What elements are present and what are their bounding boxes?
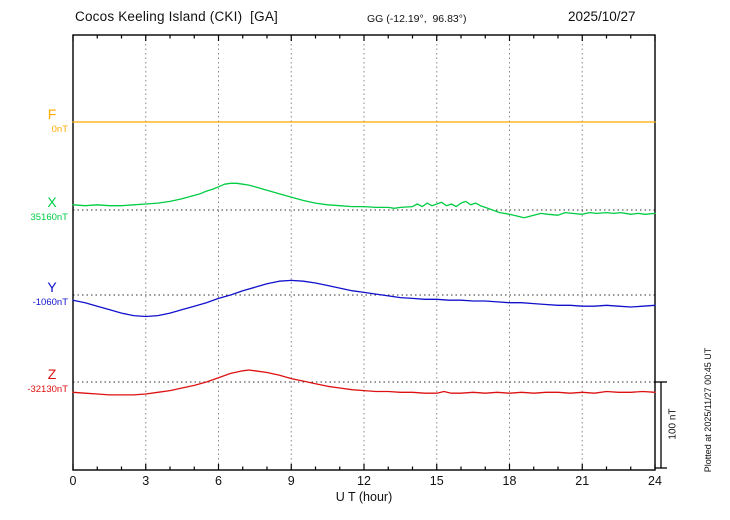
channel-label-x: X [47, 194, 57, 210]
x-tick-label: 18 [502, 474, 517, 488]
x-tick-label: 21 [575, 474, 590, 488]
channel-baseline-value-x: 35160nT [30, 212, 68, 223]
plot-frame [72, 34, 656, 471]
trace-Y [72, 279, 656, 318]
trace-X [72, 182, 656, 219]
trace-Z [72, 369, 656, 396]
x-tick-label: 24 [648, 474, 662, 488]
x-tick-label: 0 [69, 474, 77, 488]
x-tick-label: 12 [357, 474, 371, 488]
x-tick-label: 15 [429, 474, 444, 488]
x-tick-label: 6 [215, 474, 222, 488]
page-title: Cocos Keeling Island (CKI) [GA] [75, 9, 278, 24]
channel-label-y: Y [47, 279, 57, 295]
scale-bar-label: 100 nT [667, 408, 679, 440]
channel-baseline-value-z: -32130nT [27, 384, 68, 395]
x-axis-label: U T (hour) [335, 490, 393, 504]
x-tick-label: 9 [287, 474, 295, 488]
plotted-at-note: Plotted at 2025/11/27 00:45 UT [703, 347, 713, 473]
header-date: 2025/10/27 [568, 9, 636, 24]
channel-label-z: Z [47, 366, 57, 382]
x-tick-label: 3 [142, 474, 150, 488]
channel-baseline-value-f: 0nT [51, 124, 68, 135]
header-coordinates: GG (-12.19°, 96.83°) [367, 13, 467, 25]
channel-label-f: F [47, 106, 57, 122]
channel-baseline-value-y: -1060nT [32, 297, 68, 308]
